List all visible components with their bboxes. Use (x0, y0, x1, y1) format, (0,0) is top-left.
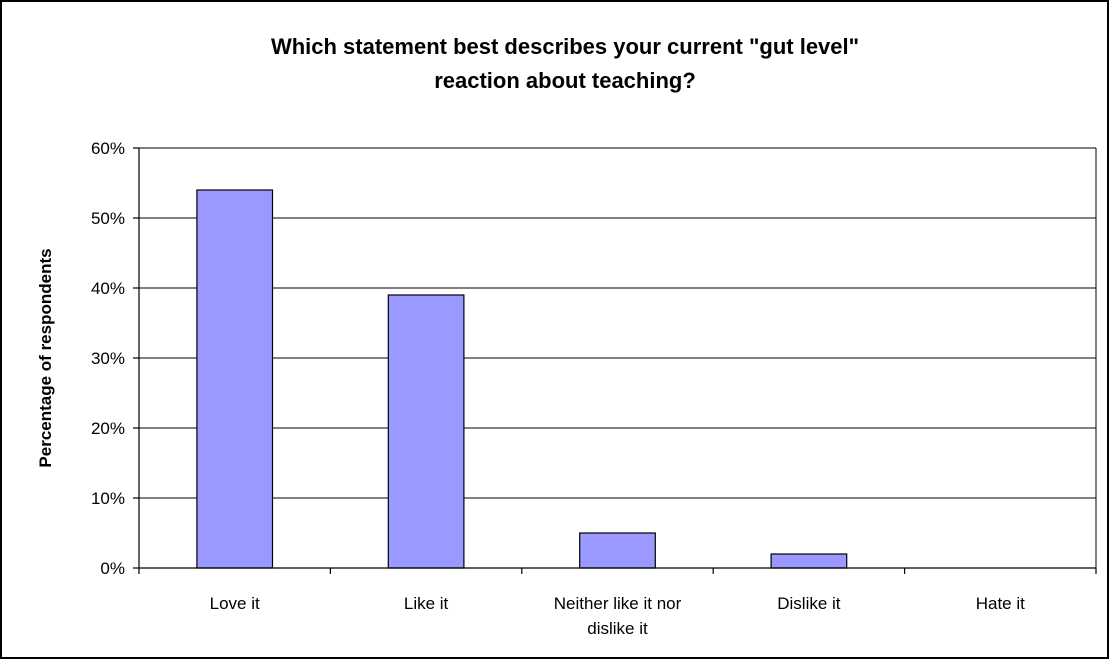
x-tick-label: Neither like it nor dislike it (554, 594, 682, 638)
x-tick-label: Love it (210, 594, 260, 613)
bar (579, 532, 656, 569)
axes (133, 147, 1097, 574)
y-tick-label: 10% (91, 489, 125, 508)
y-tick-label: 0% (100, 559, 125, 578)
bar (770, 553, 848, 569)
bars (196, 189, 848, 569)
chart-title-line-2: reaction about teaching? (434, 68, 696, 93)
gridlines (139, 147, 1097, 568)
bar (196, 189, 274, 569)
y-tick-label: 20% (91, 419, 125, 438)
y-tick-label: 40% (91, 279, 125, 298)
x-category-labels: Love it Like it Neither like it nor dislike… (210, 594, 1025, 638)
y-tick-label: 50% (91, 209, 125, 228)
chart-title-line-1: Which statement best describes your curr… (271, 34, 859, 59)
x-tick-label: Like it (404, 594, 449, 613)
x-tick-label: Hate it (976, 594, 1025, 613)
bar (387, 294, 465, 569)
y-tick-label: 60% (91, 139, 125, 158)
y-axis-label: Percentage of respondents (36, 248, 55, 467)
x-tick-label: Dislike it (777, 594, 841, 613)
y-tick-label: 30% (91, 349, 125, 368)
y-tick-labels: 0% 10% 20% 30% 40% 50% 60% (91, 139, 125, 578)
